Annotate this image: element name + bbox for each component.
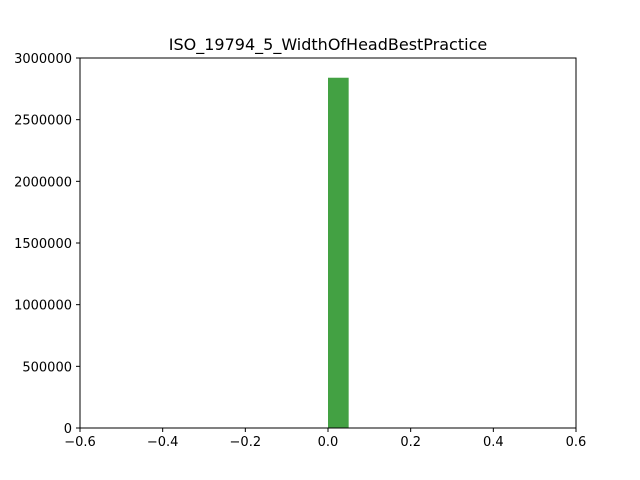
y-tick-label: 2500000 [14,114,72,129]
chart-title: ISO_19794_5_WidthOfHeadBestPractice [169,35,487,55]
y-tick-label: 0 [64,422,72,437]
x-tick-label: −0.6 [64,435,96,450]
y-axis: 0 500000 1000000 1500000 2000000 2500000 30000… [14,52,80,437]
bars-group [328,77,349,428]
x-tick-label: 0.0 [318,435,339,450]
x-tick-label: 0.2 [400,435,421,450]
x-tick-label: 0.4 [483,435,504,450]
x-tick-label: −0.2 [230,435,262,450]
y-tick-label: 1500000 [14,237,72,252]
y-tick-label: 2000000 [14,175,72,190]
y-tick-label: 500000 [22,360,72,375]
x-tick-label: −0.4 [147,435,179,450]
x-tick-label: 0.6 [566,435,587,450]
histogram-bar [328,77,349,428]
y-tick-label: 1000000 [14,299,72,314]
y-tick-label: 3000000 [14,52,72,67]
x-axis: −0.6 −0.4 −0.2 0.0 0.2 0.4 0.6 [64,428,586,450]
